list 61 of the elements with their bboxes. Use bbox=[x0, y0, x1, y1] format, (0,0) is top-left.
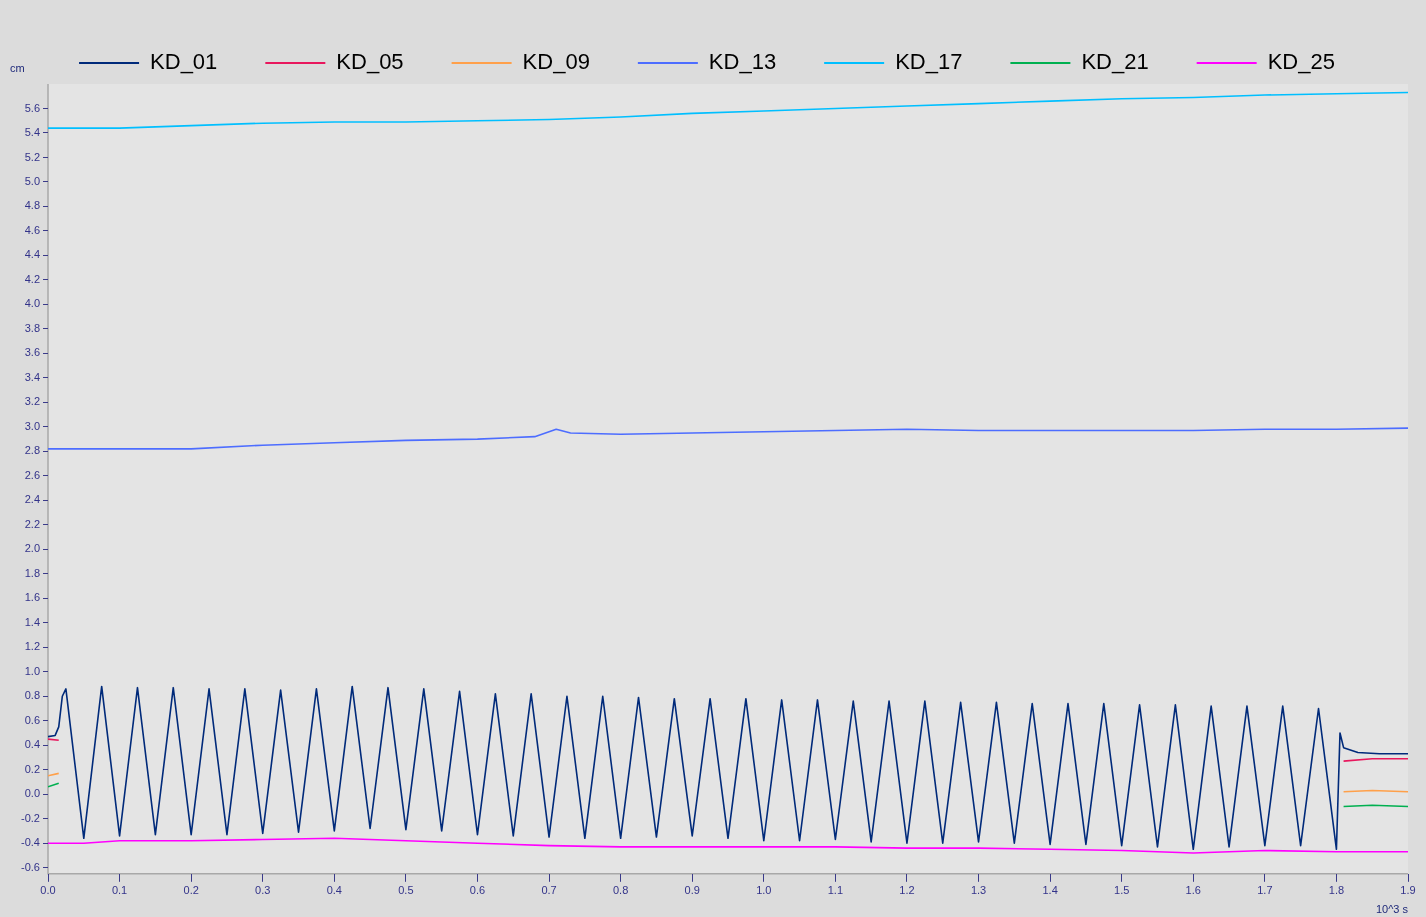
x-tick-label: 1.8 bbox=[1328, 884, 1345, 897]
legend-label: KD_13 bbox=[708, 49, 777, 75]
legend-label: KD_21 bbox=[1081, 49, 1149, 75]
x-tick-label: 0.6 bbox=[469, 884, 486, 897]
legend-label: KD_01 bbox=[150, 49, 218, 75]
y-tick-label: 0.8 bbox=[24, 689, 40, 702]
y-tick-label: 4.2 bbox=[24, 272, 40, 285]
x-tick-label: 1.0 bbox=[756, 884, 772, 897]
y-tick-label: 0.0 bbox=[24, 787, 40, 800]
y-tick-label: 3.6 bbox=[24, 346, 40, 359]
y-tick-label: 1.2 bbox=[24, 640, 40, 653]
y-tick-label: 2.0 bbox=[24, 542, 40, 555]
y-tick-label: 3.2 bbox=[24, 395, 40, 408]
y-tick-label: -0.6 bbox=[21, 860, 40, 873]
y-tick-label: 5.2 bbox=[24, 150, 40, 163]
y-tick-label: 1.4 bbox=[24, 615, 40, 628]
legend-label: KD_09 bbox=[522, 49, 590, 75]
legend-label: KD_17 bbox=[895, 49, 963, 75]
y-tick-label: 1.0 bbox=[24, 664, 40, 677]
x-tick-label: 0.5 bbox=[398, 884, 414, 897]
y-tick-label: 2.8 bbox=[24, 444, 40, 457]
x-tick-label: 0.3 bbox=[255, 884, 271, 897]
y-tick-label: 4.4 bbox=[24, 248, 40, 261]
x-tick-label: 0.7 bbox=[541, 884, 557, 897]
y-tick-label: 0.4 bbox=[24, 738, 40, 751]
x-tick-label: 1.6 bbox=[1185, 884, 1201, 897]
x-tick-label: 1.4 bbox=[1042, 884, 1058, 897]
y-tick-label: 4.6 bbox=[24, 223, 40, 236]
x-axis-title: 10^3 s bbox=[1375, 902, 1409, 915]
x-tick-label: 0.2 bbox=[183, 884, 199, 897]
legend-label: KD_05 bbox=[336, 49, 404, 75]
y-tick-label: 2.4 bbox=[24, 493, 40, 506]
y-tick-label: -0.4 bbox=[21, 836, 40, 849]
y-tick-label: 4.8 bbox=[24, 199, 40, 212]
y-axis-title: cm bbox=[10, 61, 25, 74]
y-tick-label: 5.4 bbox=[24, 126, 40, 139]
x-tick-label: 1.7 bbox=[1257, 884, 1273, 897]
y-tick-label: 5.0 bbox=[24, 174, 40, 187]
x-tick-label: 0.0 bbox=[40, 884, 56, 897]
y-tick-label: -0.2 bbox=[21, 811, 40, 824]
x-tick-label: 1.5 bbox=[1114, 884, 1130, 897]
y-tick-label: 4.0 bbox=[24, 297, 40, 310]
legend-label: KD_25 bbox=[1267, 49, 1335, 75]
x-tick-label: 1.2 bbox=[899, 884, 915, 897]
y-tick-label: 3.0 bbox=[24, 419, 40, 432]
y-tick-label: 1.8 bbox=[24, 566, 40, 579]
x-tick-label: 0.9 bbox=[684, 884, 700, 897]
x-tick-label: 1.3 bbox=[970, 884, 987, 897]
y-tick-label: 2.2 bbox=[24, 517, 40, 530]
x-tick-label: 1.9 bbox=[1400, 884, 1416, 897]
y-tick-label: 0.6 bbox=[24, 713, 40, 726]
y-tick-label: 3.8 bbox=[24, 321, 40, 334]
x-tick-label: 0.1 bbox=[111, 884, 128, 897]
x-tick-label: 0.4 bbox=[326, 884, 342, 897]
y-tick-label: 0.2 bbox=[24, 762, 40, 775]
x-tick-label: 1.1 bbox=[827, 884, 844, 897]
y-tick-label: 3.4 bbox=[24, 370, 40, 383]
y-tick-label: 2.6 bbox=[24, 468, 40, 481]
y-tick-label: 1.6 bbox=[24, 591, 40, 604]
x-tick-label: 0.8 bbox=[612, 884, 629, 897]
y-tick-label: 5.6 bbox=[24, 101, 40, 114]
